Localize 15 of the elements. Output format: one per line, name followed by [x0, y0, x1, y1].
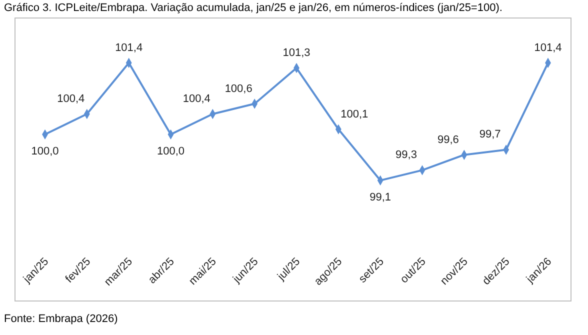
data-label: 100,0	[31, 145, 59, 158]
data-label: 99,6	[437, 134, 459, 146]
source-note: Fonte: Embrapa (2026)	[4, 313, 118, 325]
chart-title: Gráfico 3. ICPLeite/Embrapa. Variação acumulada, jan/25 e jan/26, em números-índices (jan/25=100).	[4, 2, 502, 14]
data-label: 100,1	[340, 108, 368, 120]
data-label: 101,4	[115, 42, 143, 54]
data-label: 100,0	[156, 145, 185, 158]
data-label: 100,4	[182, 92, 210, 105]
data-label: 99,1	[370, 191, 392, 204]
data-label: 101,3	[282, 47, 310, 60]
data-label: 100,4	[57, 92, 85, 105]
data-label: 99,3	[396, 149, 417, 162]
data-label: 101,4	[534, 42, 562, 54]
data-label: 100,6	[224, 82, 252, 95]
data-label: 99,7	[479, 128, 501, 141]
